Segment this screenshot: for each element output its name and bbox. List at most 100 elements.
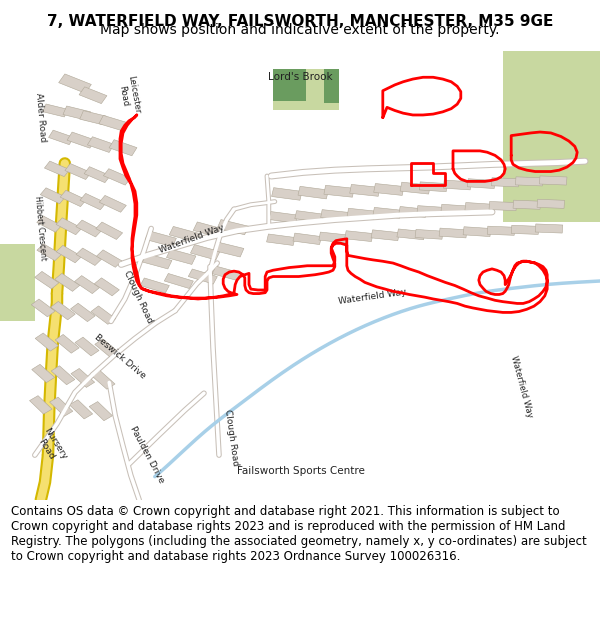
Bar — [79, 87, 107, 104]
Text: Failsworth Sports Centre: Failsworth Sports Centre — [237, 466, 365, 476]
Bar — [70, 303, 95, 322]
Bar — [272, 188, 302, 200]
Bar — [513, 200, 541, 209]
Bar — [75, 337, 99, 356]
Bar — [400, 182, 430, 194]
Text: Leicester
Road: Leicester Road — [116, 74, 142, 116]
Text: Clough Road: Clough Road — [223, 408, 239, 466]
Bar — [35, 333, 58, 351]
Bar — [91, 306, 116, 324]
Bar — [44, 161, 70, 177]
Bar — [71, 369, 95, 388]
Bar — [373, 208, 401, 218]
Polygon shape — [0, 244, 35, 321]
Bar — [397, 229, 425, 240]
Bar — [80, 111, 106, 125]
Bar — [212, 266, 241, 281]
Bar — [215, 242, 244, 257]
Bar — [32, 364, 55, 382]
Bar — [76, 220, 102, 237]
Text: 7, WATERFIELD WAY, FAILSWORTH, MANCHESTER, M35 9GE: 7, WATERFIELD WAY, FAILSWORTH, MANCHESTE… — [47, 14, 553, 29]
Bar — [350, 184, 380, 196]
Bar — [49, 130, 74, 144]
Bar — [95, 339, 119, 357]
Bar — [31, 299, 55, 317]
Bar — [74, 276, 100, 294]
Bar — [89, 402, 112, 421]
Bar — [169, 226, 200, 242]
Bar — [99, 116, 127, 131]
Bar — [50, 301, 76, 320]
Bar — [67, 132, 95, 148]
Text: Alder Road: Alder Road — [34, 92, 47, 142]
Bar — [293, 233, 322, 244]
Bar — [193, 222, 224, 238]
Bar — [439, 228, 467, 238]
Text: Hibbert Crescent: Hibbert Crescent — [34, 196, 48, 261]
Bar — [417, 206, 445, 216]
Bar — [371, 230, 400, 241]
Bar — [35, 271, 59, 289]
Bar — [217, 219, 248, 235]
Bar — [465, 202, 493, 212]
Bar — [441, 204, 469, 214]
Bar — [140, 278, 169, 293]
Bar — [63, 106, 91, 121]
Bar — [537, 199, 565, 208]
Bar — [463, 227, 491, 236]
Polygon shape — [503, 51, 600, 222]
Bar — [415, 229, 443, 239]
Bar — [94, 278, 119, 296]
Bar — [269, 211, 298, 223]
Bar — [91, 370, 115, 389]
Bar — [56, 217, 82, 235]
Bar — [515, 177, 543, 186]
Text: Clough Road: Clough Road — [122, 269, 154, 325]
Bar — [145, 231, 176, 247]
Polygon shape — [273, 69, 339, 109]
Text: Map shows position and indicative extent of the property.: Map shows position and indicative extent… — [100, 23, 500, 37]
Bar — [70, 400, 92, 419]
Bar — [65, 164, 91, 179]
Bar — [487, 226, 515, 235]
Bar — [43, 104, 68, 117]
Bar — [142, 254, 172, 269]
Bar — [491, 177, 519, 187]
Text: Waterfield Way: Waterfield Way — [337, 288, 407, 306]
Text: Waterfield Way: Waterfield Way — [158, 223, 226, 255]
Bar — [467, 179, 495, 189]
Bar — [50, 397, 73, 416]
Bar — [266, 234, 295, 246]
Bar — [40, 188, 65, 204]
Bar — [37, 244, 62, 261]
Bar — [96, 222, 122, 239]
Bar — [109, 139, 137, 156]
Bar — [320, 209, 349, 221]
Bar — [56, 246, 82, 262]
Bar — [347, 208, 376, 219]
Bar — [164, 274, 193, 289]
Bar — [37, 216, 62, 232]
Bar — [344, 231, 373, 241]
Bar — [55, 273, 80, 291]
Bar — [60, 190, 86, 207]
Bar — [511, 225, 539, 234]
Polygon shape — [324, 69, 339, 103]
Bar — [55, 334, 79, 353]
Bar — [97, 250, 122, 268]
Bar — [88, 137, 114, 152]
Bar — [443, 180, 471, 190]
Polygon shape — [273, 69, 306, 101]
Bar — [51, 366, 75, 385]
Bar — [190, 244, 220, 260]
Text: Contains OS data © Crown copyright and database right 2021. This information is : Contains OS data © Crown copyright and d… — [11, 505, 587, 563]
Bar — [419, 182, 447, 192]
Text: Nursery
Road: Nursery Road — [34, 426, 68, 466]
Bar — [99, 196, 127, 212]
Bar — [80, 193, 106, 210]
Bar — [539, 176, 567, 185]
Bar — [489, 201, 517, 211]
Bar — [59, 74, 91, 93]
Bar — [374, 184, 404, 196]
Text: Lord's Brook: Lord's Brook — [268, 72, 332, 82]
